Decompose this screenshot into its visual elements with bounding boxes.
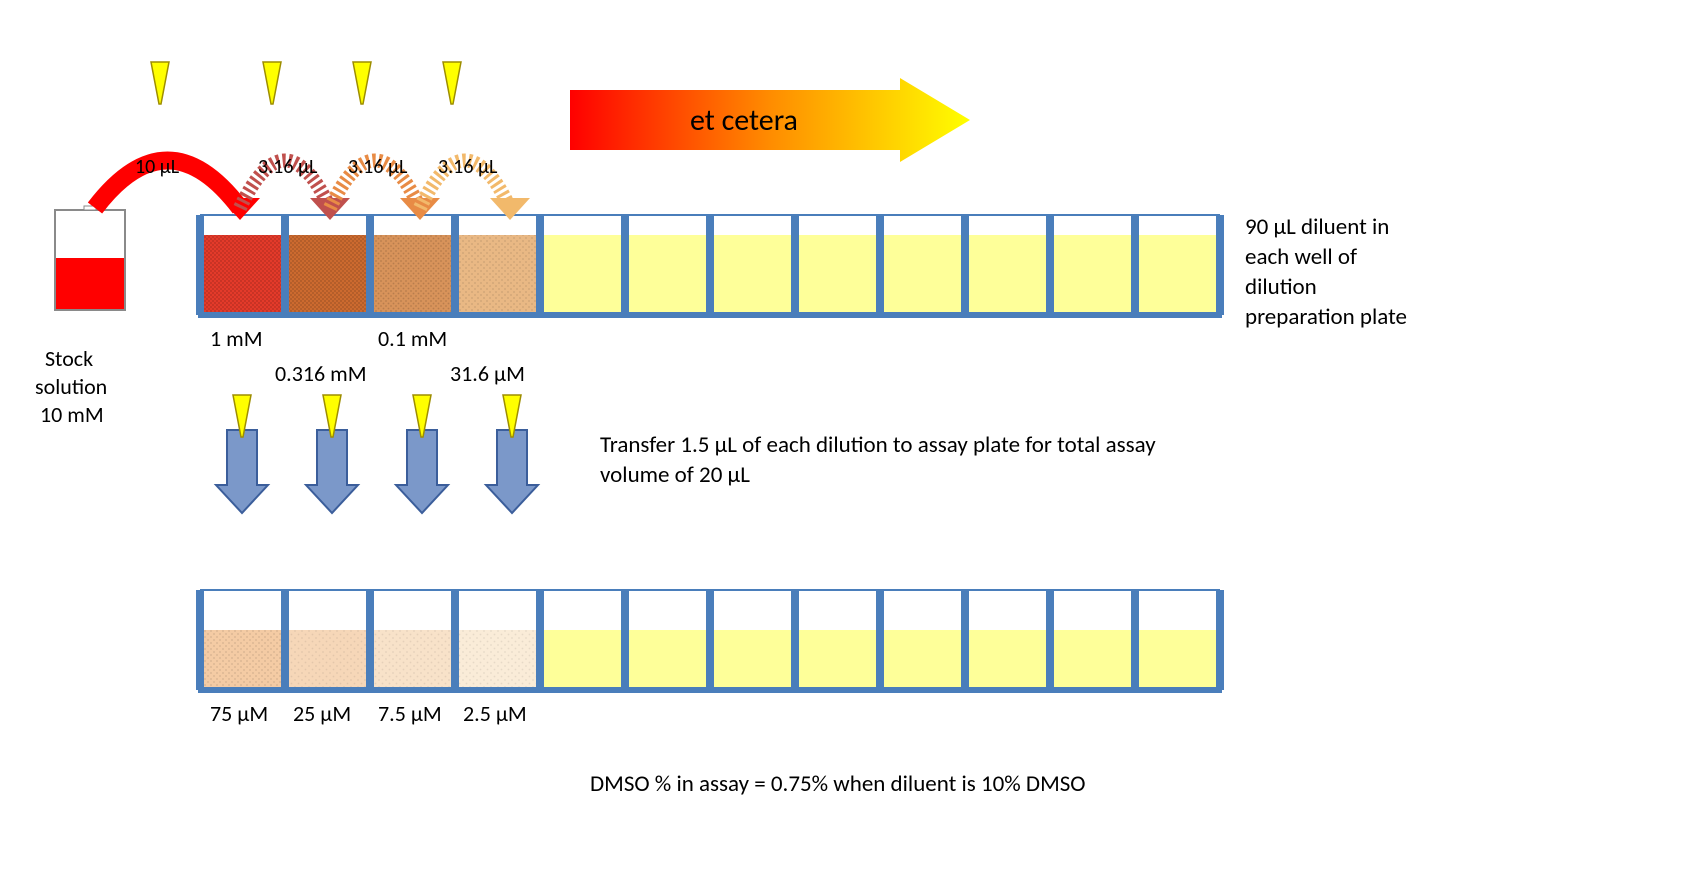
transfer-vol-label-3: 3.16 μL [438, 155, 497, 179]
assay-plate-well-fill [1052, 630, 1133, 688]
assay-plate-conc-label-1: 25 μM [293, 700, 351, 727]
pipette-tip-upper-3 [443, 62, 461, 104]
assay-plate-well-fill [882, 630, 963, 688]
assay-plate-well-fill [712, 630, 793, 688]
assay-transfer-arrow-2 [396, 430, 448, 513]
pipette-tip-upper-1 [263, 62, 281, 104]
assay-plate-well-fill [627, 630, 708, 688]
dilution-plate-well-fill [797, 235, 878, 313]
assay-transfer-arrow-0 [216, 430, 268, 513]
dilution-plate-conc-label-1: 0.316 mM [275, 360, 367, 387]
dilution-plate-well-fill [1052, 235, 1133, 313]
assay-plate-well-fill [797, 630, 878, 688]
dilution-plate-well-fill [712, 235, 793, 313]
assay-plate-conc-label-0: 75 μM [210, 700, 268, 727]
transfer-arrow-1-head [310, 198, 350, 220]
assay-plate-well-fill [542, 630, 623, 688]
transfer-note: Transfer 1.5 μL of each dilution to assa… [600, 430, 1156, 490]
assay-plate-well-fill [1137, 630, 1218, 688]
assay-transfer-arrow-3 [486, 430, 538, 513]
dilution-plate-well-fill [882, 235, 963, 313]
etc-arrow-label: et cetera [690, 102, 798, 139]
dilution-plate-conc-label-0: 1 mM [210, 325, 263, 352]
dilution-plate-well-fill [967, 235, 1048, 313]
assay-plate-well-fill [967, 630, 1048, 688]
dilution-plate-well-fill [542, 235, 623, 313]
assay-transfer-arrow-1 [306, 430, 358, 513]
dmso-note: DMSO % in assay = 0.75% when diluent is … [590, 770, 1086, 798]
transfer-vol-label-0: 10 μL [135, 155, 179, 179]
dilution-plate-well-fill [1137, 235, 1218, 313]
pipette-tip-upper-0 [151, 62, 169, 104]
assay-plate-conc-label-3: 2.5 μM [463, 700, 527, 727]
transfer-arrow-0-head [220, 198, 260, 220]
stock-fill [56, 258, 124, 309]
dilution-plate-conc-label-3: 31.6 μM [450, 360, 525, 387]
transfer-vol-label-2: 3.16 μL [348, 155, 407, 179]
pipette-tip-upper-2 [353, 62, 371, 104]
transfer-arrow-2-head [400, 198, 440, 220]
diluent-note: 90 μL diluent in each well of dilution p… [1245, 212, 1407, 332]
dilution-plate-well-fill [627, 235, 708, 313]
dilution-plate-conc-label-2: 0.1 mM [378, 325, 447, 352]
transfer-vol-label-1: 3.16 μL [258, 155, 317, 179]
transfer-arrow-3-head [490, 198, 530, 220]
stock-label: Stock solution 10 mM [35, 345, 107, 429]
assay-plate-conc-label-2: 7.5 μM [378, 700, 442, 727]
